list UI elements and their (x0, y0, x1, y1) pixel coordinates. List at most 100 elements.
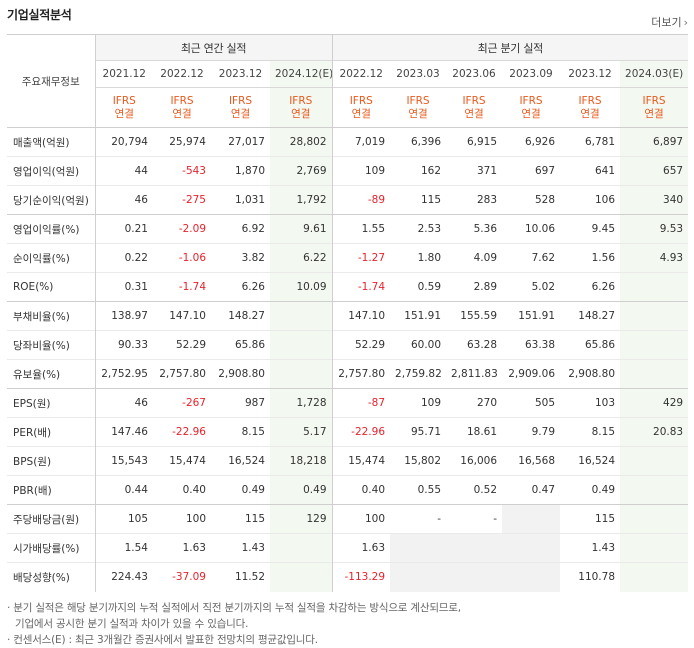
table-cell: 0.31 (94, 272, 153, 302)
table-cell: 16,568 (518, 455, 556, 467)
table-cell: 0.40 (182, 484, 206, 496)
table-cell: 162 (420, 165, 442, 177)
table-cell: -1.74 (178, 281, 206, 293)
ifrs-label: IFRS 연결 (211, 88, 270, 128)
ifrs-top: IFRS (228, 94, 253, 107)
table-cell: 8.15 (241, 426, 265, 438)
table-cell (620, 272, 689, 302)
table-cell: 0.49 (591, 484, 616, 496)
table-cell: 641 (594, 165, 616, 177)
table-cell: 0.44 (94, 475, 153, 505)
table-cell: 2,757.80 (331, 359, 391, 389)
table-cell: 6.26 (591, 281, 616, 293)
table-cell: 151.91 (518, 310, 556, 322)
period-header: 2024.12(E) (270, 60, 333, 88)
ifrs-top: IFRS (578, 94, 602, 107)
period-header: 2022.12 (160, 68, 204, 80)
table-cell: 60.00 (410, 339, 442, 351)
table-cell: 2.89 (473, 281, 498, 293)
table-cell: 1.63 (331, 533, 391, 563)
table-cell: 4.09 (473, 252, 498, 264)
table-cell (502, 504, 561, 534)
table-cell: -22.96 (172, 426, 206, 438)
table-cell: 1.80 (417, 252, 442, 264)
table-cell: 115 (244, 513, 265, 525)
table-cell: 2,759.82 (395, 368, 442, 380)
table-cell: 6,915 (466, 136, 498, 148)
table-cell (620, 446, 689, 476)
table-cell: 148.27 (228, 310, 265, 322)
table-cell: 224.43 (94, 562, 153, 592)
ifrs-label: IFRS 연결 (620, 87, 689, 128)
table-row: 시가배당률(%) 1.54 1.63 1.43 1.63 1.43 (7, 533, 689, 563)
row-label: 주당배당금(원) (13, 513, 80, 526)
table-cell (620, 504, 689, 534)
table-cell: 2,752.95 (94, 359, 153, 389)
table-cell: -89 (331, 185, 391, 215)
table-row: 유보율(%) 2,752.95 2,757.80 2,908.80 2,757.80 2,… (7, 359, 689, 389)
table-cell: 6,897 (620, 127, 689, 157)
table-cell (390, 562, 447, 592)
row-label: EPS(원) (13, 397, 51, 410)
row-label: ROE(%) (13, 281, 54, 293)
ifrs-top: IFRS (642, 94, 666, 107)
table-cell: 100 (331, 504, 391, 534)
table-row: 주당배당금(원) 105 100 115 129 100- -115 (7, 504, 689, 534)
ifrs-bottom: 연결 (351, 107, 371, 120)
ifrs-label: IFRS 연결 (94, 87, 153, 128)
table-cell: 20,794 (94, 127, 153, 157)
ifrs-label: IFRS 연결 (331, 87, 391, 128)
table-cell (270, 562, 333, 592)
table-cell: 63.28 (466, 339, 498, 351)
table-cell: 1,728 (270, 388, 333, 418)
table-cell: 65.86 (584, 339, 616, 351)
table-cell: 1,870 (234, 165, 265, 177)
period-header: 2023.09 (509, 68, 553, 80)
ifrs-label: IFRS 연결 (560, 88, 620, 128)
table-cell: 129 (270, 504, 333, 534)
ifrs-label: IFRS 연결 (153, 88, 211, 128)
table-cell: 18,218 (270, 446, 333, 476)
table-cell: 147.10 (331, 301, 391, 331)
more-link[interactable]: 더보기 › (651, 14, 688, 30)
period-header: 2024.03(E) (620, 60, 689, 88)
table-cell: 28,802 (270, 127, 333, 157)
table-cell (620, 330, 689, 360)
table-cell: 15,802 (404, 455, 442, 467)
table-cell (620, 359, 689, 389)
table-cell: 0.59 (417, 281, 442, 293)
more-label: 더보기 (651, 16, 682, 29)
table-cell (270, 301, 333, 331)
table-cell: -2.09 (178, 223, 206, 235)
table-cell: 103 (594, 397, 616, 409)
table-cell: 110.78 (578, 571, 616, 584)
table-cell: 429 (620, 388, 689, 418)
ifrs-top: IFRS (462, 94, 486, 107)
table-row: 영업이익률(%) 0.21 -2.09 6.92 9.61 1.55 2.53 5.36 10.… (7, 214, 689, 244)
table-row: 당좌비율(%) 90.33 52.29 65.86 52.29 60.00 63.28 63.… (7, 330, 689, 360)
table-cell: 0.52 (473, 484, 498, 496)
row-label: 부채비율(%) (13, 310, 70, 323)
row-label: PER(배) (13, 426, 52, 439)
table-cell: 9.45 (591, 223, 616, 235)
table-cell: 4.93 (620, 243, 689, 273)
table-cell: 52.29 (331, 330, 391, 360)
table-cell: 16,524 (578, 455, 616, 467)
table-cell: 148.27 (578, 310, 616, 322)
table-cell: 63.38 (524, 339, 556, 351)
table-cell: 15,474 (331, 446, 391, 476)
table-cell: 115 (420, 194, 442, 206)
ifrs-bottom: 연결 (464, 107, 484, 120)
table-row: 부채비율(%) 138.97 147.10 148.27 147.10 151.91 155… (7, 301, 689, 331)
table-cell: 2,757.80 (159, 368, 206, 380)
table-cell: 16,524 (228, 455, 265, 467)
period-header: 2023.12 (568, 68, 612, 80)
row-label: 영업이익(억원) (13, 165, 80, 178)
table-cell: -543 (182, 165, 206, 177)
table-cell: - (437, 513, 442, 525)
table-cell: 0.40 (331, 475, 391, 505)
table-cell (620, 533, 689, 563)
ifrs-top: IFRS (349, 94, 373, 107)
period-header: 2021.12 (94, 60, 153, 88)
table-row: ROE(%) 0.31 -1.74 6.26 10.09 -1.74 0.59 2.89 5.0… (7, 272, 689, 302)
